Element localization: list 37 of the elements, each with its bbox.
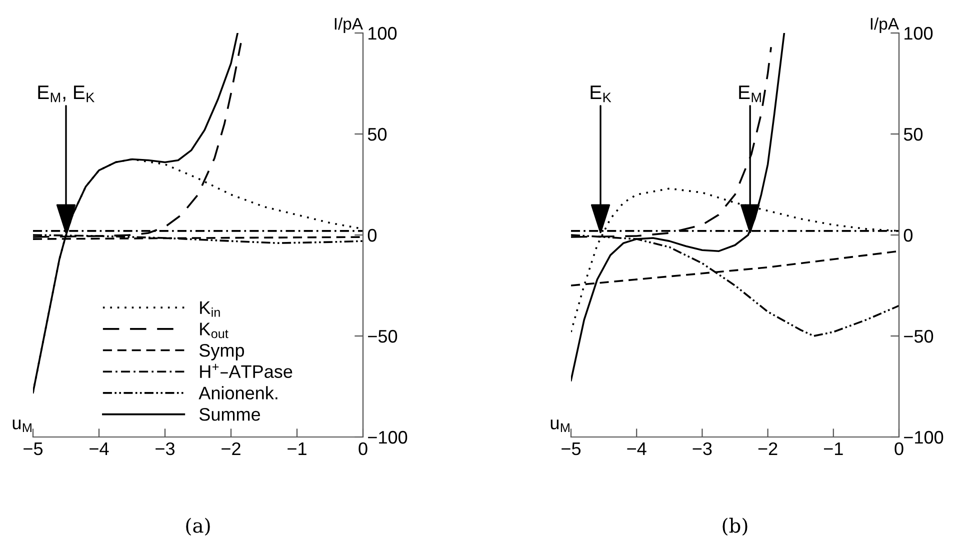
legend-label: Symp — [199, 344, 244, 360]
x-tick-label: −1 — [824, 442, 843, 455]
annotation: E$_{M}$, E$_{K}$ — [38, 86, 95, 102]
x-tick-label: −3 — [692, 442, 712, 456]
x-tick-label: 0 — [894, 442, 904, 456]
y-tick-label: −100 — [904, 430, 944, 444]
annotation: E$_{K}$ — [590, 86, 612, 102]
y-axis-title: I/pA — [870, 17, 899, 33]
x-tick-label: −2 — [222, 442, 240, 455]
y-tick-label: −50 — [368, 330, 398, 343]
x-tick-label: −4 — [627, 442, 646, 455]
x-tick-label: −2 — [758, 442, 778, 455]
legend-label: Anionenk. — [198, 386, 278, 400]
x-tick-label: 0 — [358, 442, 368, 456]
y-tick-label: 100 — [368, 26, 397, 40]
text: (a) — [186, 518, 210, 536]
y-tick-label: 50 — [368, 128, 387, 141]
y-tick-label: 0 — [368, 228, 376, 242]
x-tick-label: −3 — [156, 442, 174, 456]
x-tick-label: −1 — [288, 442, 306, 455]
y-tick-label: −50 — [904, 330, 934, 343]
x-axis-title: u$_{M}$ — [550, 420, 570, 432]
y-tick-label: 50 — [904, 128, 923, 141]
x-tick-label: −5 — [562, 442, 581, 456]
text: (b) — [722, 518, 748, 536]
legend-label: K$_{in}$ — [200, 301, 220, 317]
legend-label: Summe — [199, 408, 260, 421]
legend-label: H$^{+}$–ATPase — [200, 364, 292, 378]
legend-label: K$_{out}$ — [200, 322, 228, 338]
y-axis-title: I/pA — [334, 17, 363, 33]
x-tick-label: −5 — [24, 442, 43, 456]
y-tick-label: 0 — [904, 228, 912, 242]
x-tick-label: −4 — [90, 442, 109, 455]
annotation: E$_{M}$ — [739, 86, 761, 102]
y-tick-label: −100 — [368, 430, 408, 444]
y-tick-label: 100 — [904, 26, 933, 40]
x-axis-title: u$_{M}$ — [12, 420, 32, 432]
